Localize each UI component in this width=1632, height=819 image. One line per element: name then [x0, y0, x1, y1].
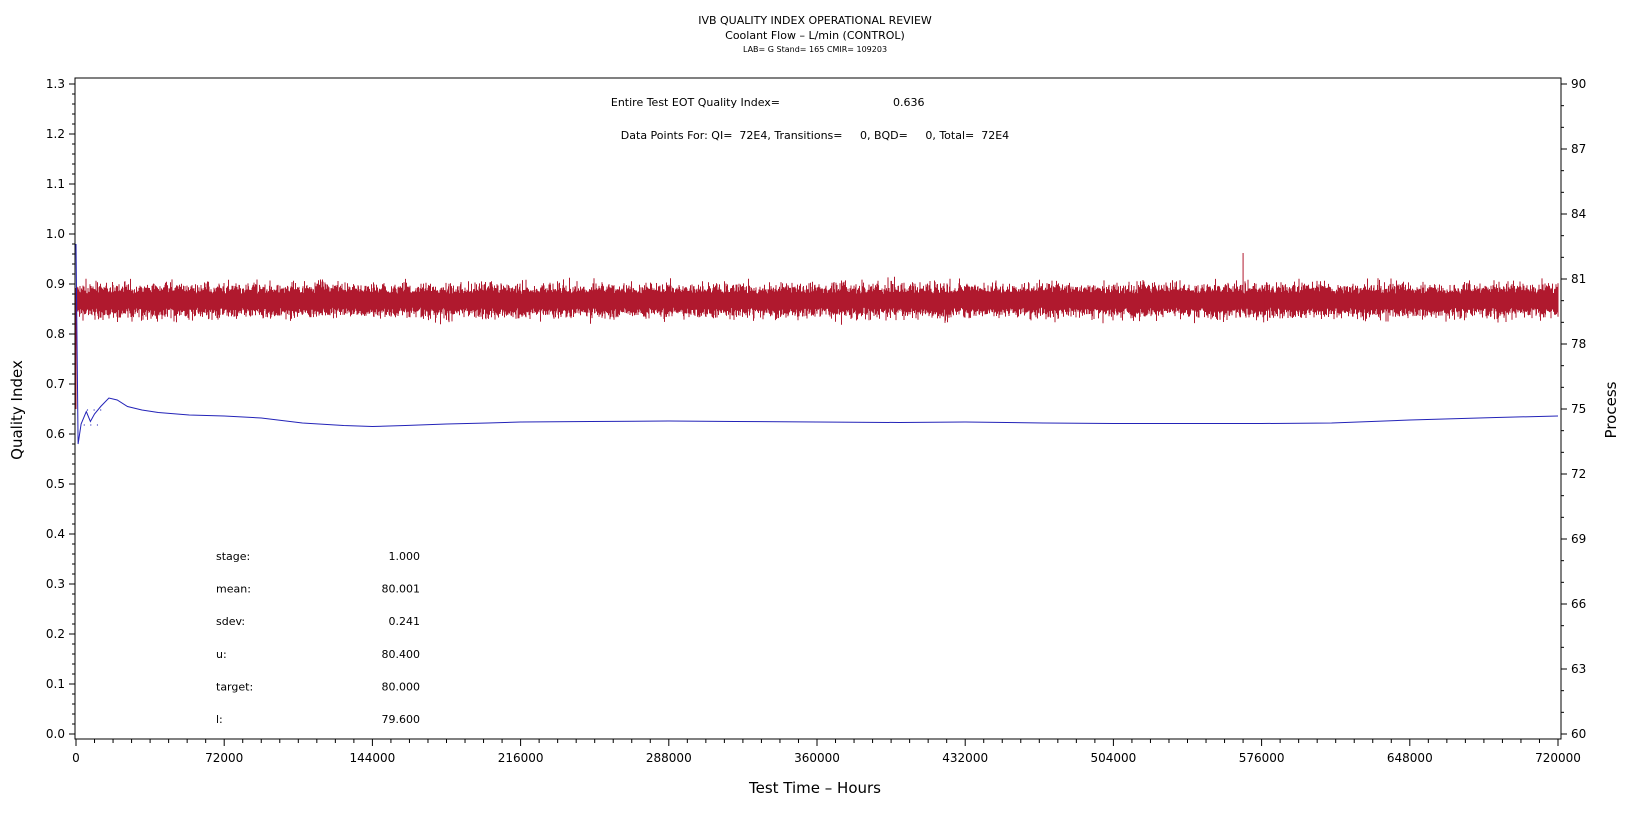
quality-index-point [96, 424, 99, 426]
y-right-tick-label: 87 [1571, 142, 1586, 156]
y-left-tick-label: 1.0 [46, 227, 65, 241]
y-left-tick-label: 0.5 [46, 477, 65, 491]
y-left-tick-label: 0.4 [46, 527, 65, 541]
quality-index-line [75, 243, 1559, 445]
y-left-tick-label: 0.2 [46, 627, 65, 641]
y-left-tick-label: 0.7 [46, 377, 65, 391]
quality-index-point [100, 409, 102, 411]
x-tick-label: 432000 [942, 751, 988, 765]
y-right-tick-label: 69 [1571, 532, 1586, 546]
chart-subtitle-ids: LAB= G Stand= 165 CMIR= 109203 [743, 45, 887, 54]
eot-quality-index-value: 0.636 [893, 96, 925, 109]
stats-label: target: [216, 680, 253, 693]
y-axis-right-label: Process [1602, 381, 1620, 438]
y-left-tick-label: 0.1 [46, 677, 65, 691]
axis-layer: 0 72000 144000 216000 288000 360000 432000 5040… [46, 77, 1586, 765]
chart-subtitle: Coolant Flow – L/min (CONTROL) [725, 29, 905, 42]
x-tick-label: 72000 [205, 751, 243, 765]
y-axis-left-label: Quality Index [8, 360, 26, 460]
y-left-tick-label: 0.8 [46, 327, 65, 341]
y-right-tick-label: 81 [1571, 272, 1586, 286]
x-tick-label: 576000 [1239, 751, 1285, 765]
stats-label: stage: [216, 550, 250, 563]
y-left-tick-label: 0.3 [46, 577, 65, 591]
chart-title: IVB QUALITY INDEX OPERATIONAL REVIEW [698, 14, 932, 27]
stats-table: stage: 1.000 mean: 80.001 sdev: 0.241 u: 80.400… [216, 550, 420, 726]
x-tick-label: 720000 [1535, 751, 1581, 765]
y-left-tick-label: 0.9 [46, 277, 65, 291]
quality-index-point [83, 424, 85, 426]
stats-value: 1.000 [389, 550, 421, 563]
y-left-tick-label: 0.0 [46, 727, 65, 741]
y-right-tick-label: 84 [1571, 207, 1586, 221]
quality-index-point [86, 409, 89, 411]
x-tick-label: 144000 [349, 751, 395, 765]
y-left-tick-label: 1.3 [46, 77, 65, 91]
x-tick-label: 216000 [498, 751, 544, 765]
data-points-summary: Data Points For: QI= 72E4, Transitions= … [621, 129, 1009, 142]
x-tick-label: 648000 [1387, 751, 1433, 765]
stats-value: 80.000 [382, 680, 421, 693]
stats-label: u: [216, 648, 227, 661]
x-axis-label: Test Time – Hours [748, 779, 881, 797]
eot-quality-index-label: Entire Test EOT Quality Index= [611, 96, 780, 109]
y-right-tick-label: 75 [1571, 402, 1586, 416]
y-left-tick-label: 0.6 [46, 427, 65, 441]
quality-index-point [93, 409, 95, 411]
stats-value: 80.400 [382, 648, 421, 661]
plot-frame [74, 77, 1562, 740]
y-left-tick-label: 1.1 [46, 177, 65, 191]
y-right-tick-label: 63 [1571, 662, 1586, 676]
process-noise-band [75, 276, 1559, 325]
x-tick-label: 360000 [794, 751, 840, 765]
stats-value: 79.600 [382, 713, 421, 726]
x-tick-label: 288000 [646, 751, 692, 765]
y-right-tick-label: 72 [1571, 467, 1586, 481]
y-right-tick-label: 66 [1571, 597, 1586, 611]
x-tick-label: 0 [72, 751, 80, 765]
y-left-tick-label: 1.2 [46, 127, 65, 141]
stats-label: mean: [216, 583, 251, 596]
y-right-tick-label: 78 [1571, 337, 1586, 351]
stats-label: sdev: [216, 615, 245, 628]
series-layer [75, 243, 1559, 445]
y-right-tick-label: 60 [1571, 727, 1586, 741]
y-right-tick-label: 90 [1571, 77, 1586, 91]
x-tick-label: 504000 [1090, 751, 1136, 765]
stats-label: l: [216, 713, 223, 726]
stats-value: 80.001 [382, 583, 421, 596]
stats-value: 0.241 [389, 615, 421, 628]
quality-index-point [90, 424, 92, 426]
